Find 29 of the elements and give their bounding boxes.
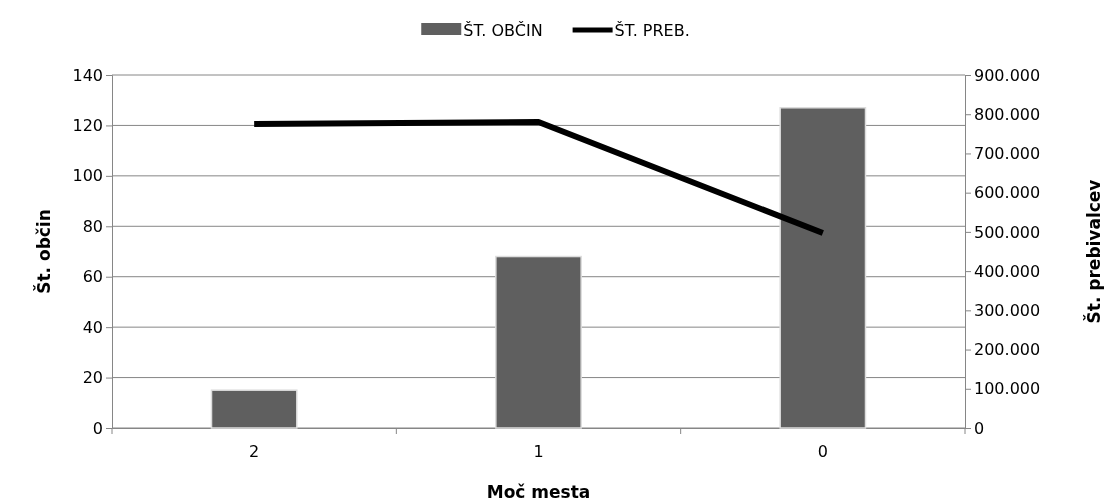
y2-tick-label: 800.000	[974, 104, 1041, 124]
y2-axis-title: Št. prebivalcev	[1083, 179, 1104, 324]
legend-label: ŠT. OBČIN	[463, 21, 543, 40]
legend-label: ŠT. PREB.	[614, 21, 690, 40]
bar	[779, 107, 867, 429]
y-tick-label: 140	[72, 65, 103, 85]
x-tick-label: 0	[817, 441, 828, 461]
y2-tick-label: 400.000	[974, 261, 1041, 281]
y-tick-label: 60	[82, 267, 103, 287]
x-tick-label: 2	[249, 441, 260, 461]
y-tick-label: 40	[82, 317, 103, 337]
y-tick-label: 0	[92, 418, 103, 438]
x-axis-title: Moč mesta	[486, 482, 591, 502]
bar	[495, 255, 582, 429]
y2-tick-label: 600.000	[974, 183, 1041, 203]
y2-tick-label: 300.000	[974, 300, 1041, 320]
y2-tick-label: 500.000	[974, 222, 1041, 242]
y2-tick-label: 100.000	[974, 379, 1041, 399]
y-tick-label: 100	[72, 166, 103, 186]
y-axis-title: Št. občin	[33, 209, 54, 294]
bar	[210, 389, 298, 429]
y-tick-label: 80	[82, 216, 103, 236]
y-tick-label: 120	[72, 116, 103, 136]
y-tick-label: 20	[82, 368, 103, 388]
y2-tick-label: 700.000	[974, 144, 1041, 164]
x-tick-label: 1	[533, 441, 544, 461]
y2-tick-label: 200.000	[974, 340, 1041, 360]
y2-tick-label: 900.000	[974, 65, 1041, 85]
y2-tick-label: 0	[974, 418, 985, 438]
